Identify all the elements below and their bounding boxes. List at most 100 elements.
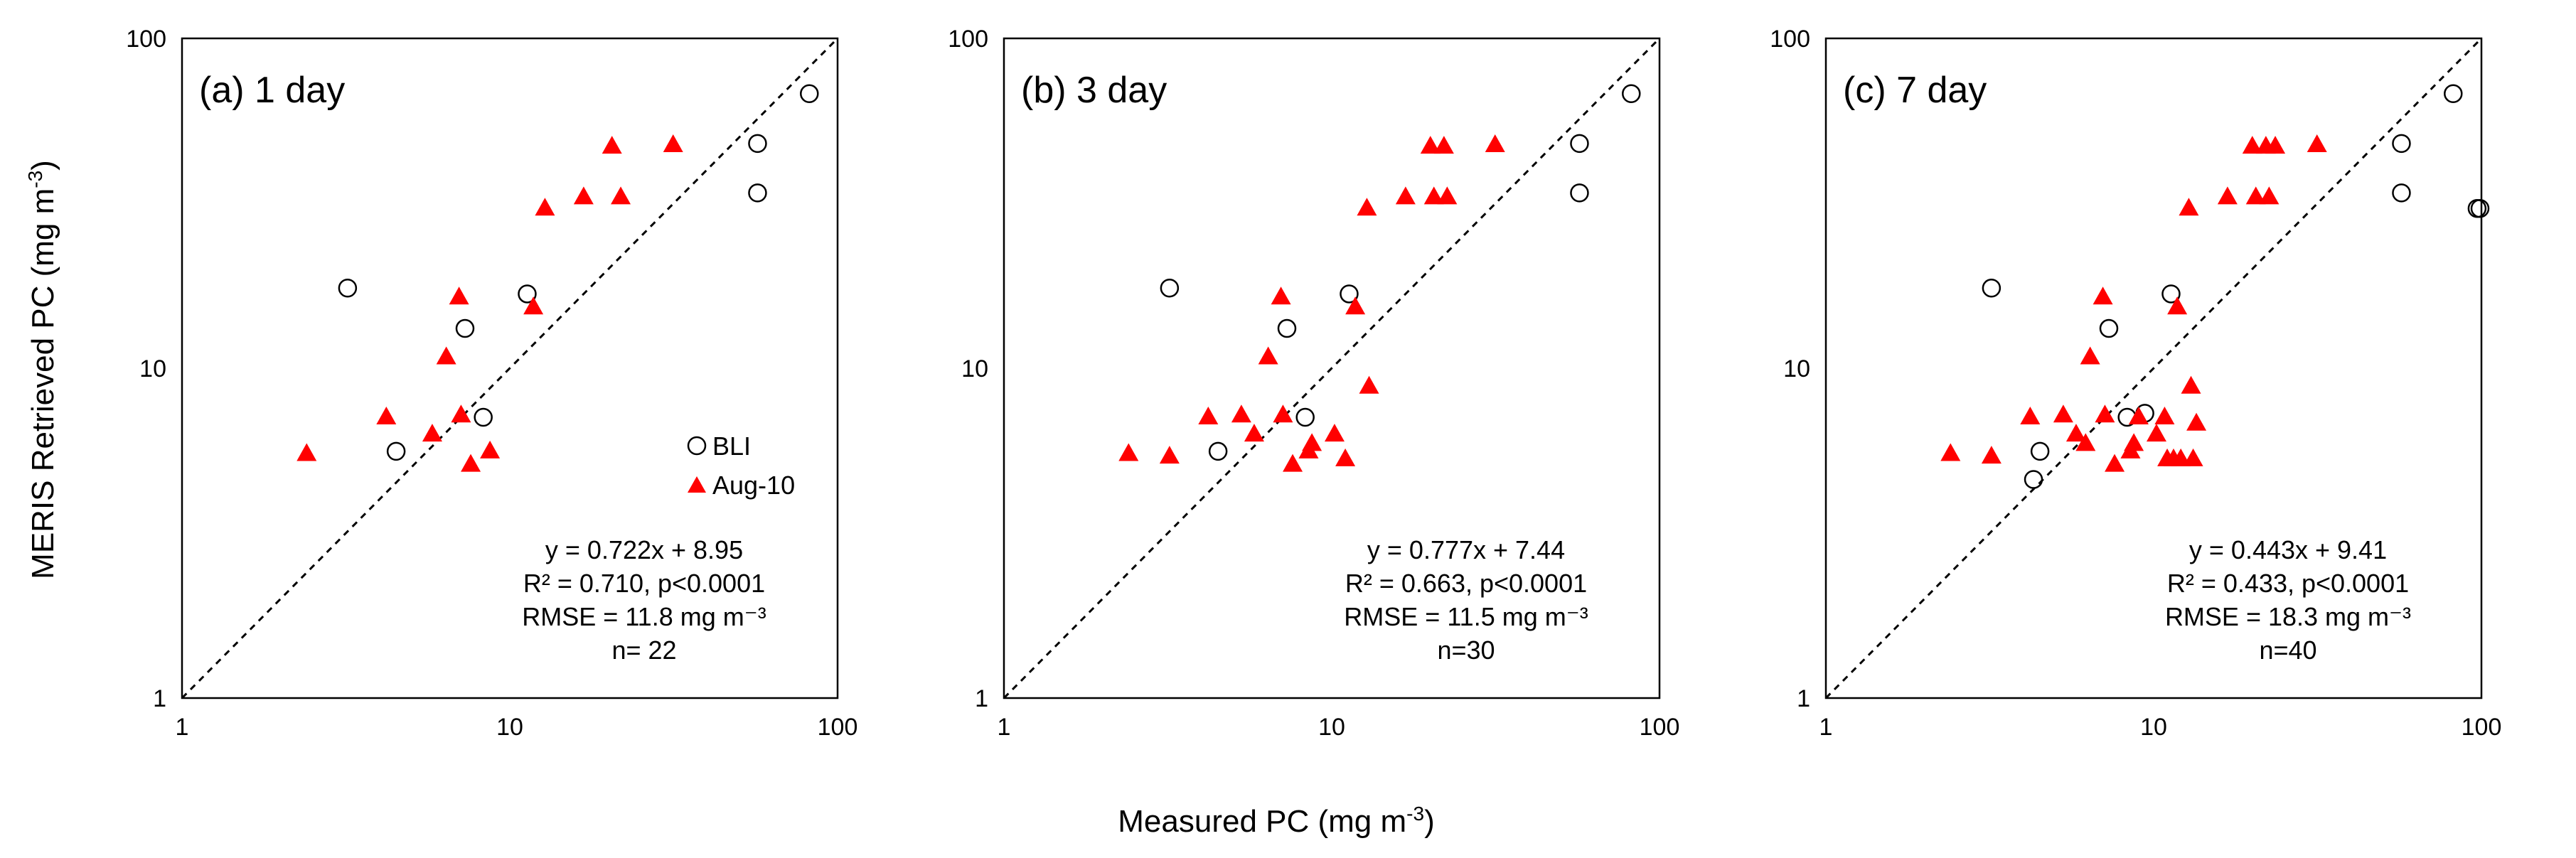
y-tick-label: 10 — [139, 355, 166, 382]
data-point-bli — [1208, 441, 1228, 461]
y-tick-label: 100 — [948, 26, 988, 53]
data-point-aug-10 — [1423, 186, 1444, 205]
sample-count: n=40 — [2259, 636, 2316, 665]
panel-c: 1 10 100 1 10 100 (c) 7 day y = 0.443x +… — [1770, 26, 2501, 741]
data-point-aug-10 — [2245, 186, 2266, 205]
y-tick-label: 10 — [961, 355, 988, 382]
x-tick-label: 1 — [1819, 714, 1833, 741]
data-point-bli — [455, 318, 475, 338]
data-point-aug-10 — [1118, 443, 1139, 461]
x-tick-labels: 1 10 100 — [176, 714, 858, 741]
y-tick-labels: 1 10 100 — [1770, 26, 1810, 712]
data-point-bli — [1277, 318, 1297, 338]
r-squared: R² = 0.663, p<0.0001 — [1345, 569, 1587, 598]
data-point-bli — [2099, 318, 2119, 338]
data-point-bli — [1622, 84, 1641, 103]
data-point-aug-10 — [2093, 286, 2113, 305]
data-point-bli — [2444, 84, 2463, 103]
data-point-aug-10 — [2179, 198, 2199, 216]
fit-annotation: y = 0.443x + 9.41 R² = 0.433, p<0.0001 R… — [2165, 535, 2411, 665]
y-tick-label: 1 — [1797, 685, 1810, 712]
data-point-bli — [474, 407, 493, 427]
data-point-aug-10 — [1271, 286, 1291, 305]
data-point-aug-10 — [2217, 186, 2238, 205]
data-point-aug-10 — [1345, 296, 1366, 315]
data-point-aug-10 — [376, 407, 397, 425]
x-axis-title: Measured PC (mg m-3) — [1118, 803, 1434, 839]
data-point-aug-10 — [2265, 136, 2286, 154]
plot-frame — [1824, 37, 2483, 699]
x-tick-label: 1 — [998, 714, 1011, 741]
data-point-aug-10 — [2307, 134, 2327, 153]
data-point-aug-10 — [451, 404, 471, 423]
data-point-aug-10 — [1273, 404, 1293, 423]
data-point-bli — [518, 284, 537, 304]
data-point-bli — [2470, 199, 2490, 218]
data-point-bli — [1340, 284, 1359, 304]
regression-equation: y = 0.443x + 9.41 — [2189, 535, 2387, 564]
data-point-bli — [748, 183, 767, 203]
data-point-aug-10 — [2080, 346, 2100, 365]
data-point-bli — [2030, 441, 2050, 461]
data-point-aug-10 — [2181, 375, 2201, 394]
regression-equation: y = 0.722x + 8.95 — [545, 535, 743, 564]
data-points — [296, 84, 819, 472]
plot-frame — [181, 37, 839, 699]
data-points — [1940, 84, 2490, 489]
data-point-aug-10 — [1198, 407, 1219, 425]
data-point-aug-10 — [2095, 404, 2115, 423]
legend-marker-bli — [687, 436, 707, 456]
data-point-aug-10 — [1420, 136, 1441, 154]
data-point-aug-10 — [1244, 424, 1264, 442]
x-tick-label: 10 — [2140, 714, 2167, 741]
data-point-bli — [386, 441, 406, 461]
panel-a: 1 10 100 1 10 100 (a) 1 day BLI Aug-10 y… — [126, 26, 857, 741]
data-point-bli — [338, 278, 358, 298]
data-point-aug-10 — [1357, 198, 1377, 216]
data-point-aug-10 — [1981, 446, 2002, 464]
fit-annotation: y = 0.722x + 8.95 R² = 0.710, p<0.0001 R… — [522, 535, 766, 665]
panel-title: (a) 1 day — [199, 70, 345, 111]
data-point-aug-10 — [2065, 424, 2086, 442]
y-tick-labels: 1 10 100 — [126, 26, 166, 712]
data-point-aug-10 — [1302, 433, 1322, 451]
y-tick-label: 1 — [975, 685, 988, 712]
data-point-bli — [1295, 407, 1315, 427]
data-point-bli — [1570, 134, 1589, 154]
legend-marker-aug-10 — [688, 476, 706, 493]
rmse: RMSE = 18.3 mg m⁻³ — [2165, 602, 2411, 631]
y-tick-label: 100 — [1770, 26, 1810, 53]
x-tick-labels: 1 10 100 — [1819, 714, 2502, 741]
panel-title: (c) 7 day — [1843, 70, 1987, 111]
data-point-aug-10 — [1283, 454, 1303, 472]
sample-count: n= 22 — [611, 636, 676, 665]
data-point-aug-10 — [1335, 448, 1356, 466]
x-tick-label: 10 — [1318, 714, 1345, 741]
data-point-aug-10 — [1231, 404, 1251, 423]
data-point-aug-10 — [535, 198, 555, 216]
reference-line-1-1 — [1003, 37, 1661, 699]
data-point-bli — [2392, 134, 2411, 154]
x-tick-label: 100 — [1640, 714, 1680, 741]
data-point-bli — [748, 134, 767, 154]
fit-annotation: y = 0.777x + 7.44 R² = 0.663, p<0.0001 R… — [1344, 535, 1588, 665]
data-point-bli — [2392, 183, 2411, 203]
y-axis-title: MERIS Retrieved PC (mg m-3) — [24, 160, 60, 579]
data-points — [1118, 84, 1641, 472]
data-point-bli — [2024, 470, 2043, 489]
data-point-bli — [2161, 284, 2181, 304]
data-point-aug-10 — [2146, 424, 2166, 442]
plot-frame — [1003, 37, 1661, 699]
sample-count: n=30 — [1437, 636, 1495, 665]
data-point-aug-10 — [461, 454, 481, 472]
data-point-aug-10 — [1258, 346, 1278, 365]
data-point-aug-10 — [296, 443, 317, 461]
data-point-bli — [1982, 278, 2002, 298]
data-point-aug-10 — [2075, 433, 2096, 451]
data-point-aug-10 — [436, 346, 456, 365]
data-point-bli — [1160, 278, 1180, 298]
data-point-aug-10 — [1159, 446, 1180, 464]
rmse: RMSE = 11.8 mg m⁻³ — [522, 602, 766, 631]
data-point-aug-10 — [2186, 412, 2207, 431]
regression-equation: y = 0.777x + 7.44 — [1367, 535, 1565, 564]
